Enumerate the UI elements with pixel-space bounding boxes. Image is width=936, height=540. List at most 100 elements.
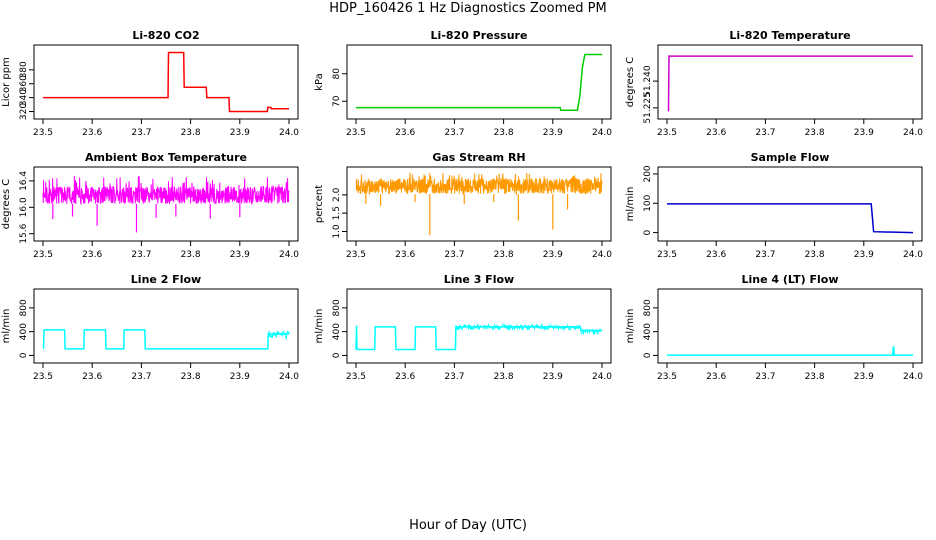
x-tick-label: 23.5 (657, 372, 677, 382)
y-tick-label: 340 (19, 89, 29, 106)
y-tick-label: 70 (332, 95, 342, 107)
x-tick-label: 23.9 (854, 250, 874, 260)
y-axis-label: ml/min (625, 187, 636, 222)
panel-ambient: Ambient Box Temperature degrees C 23.5 23.6… (1, 151, 299, 260)
x-tick-label: 23.5 (346, 128, 366, 138)
x-tick-label: 23.5 (346, 250, 366, 260)
x-tick-label: 24.0 (279, 128, 299, 138)
x-tick-label: 23.5 (33, 128, 53, 138)
panel-title: Sample Flow (751, 151, 830, 164)
x-tick-label: 24.0 (279, 372, 299, 382)
panel-rh: Gas Stream RH percent 23.5 23.6 23.7 23.8 23.9… (314, 151, 612, 260)
panel-title: Line 4 (LT) Flow (742, 273, 839, 286)
x-tick-label: 23.7 (444, 372, 464, 382)
panel-title: Line 3 Flow (444, 273, 514, 286)
y-tick-label: 100 (643, 194, 653, 211)
y-tick-label: 380 (19, 61, 29, 78)
y-tick-label: 800 (19, 299, 29, 316)
x-tick-label: 23.7 (755, 372, 775, 382)
panel-title: Li-820 Temperature (729, 29, 850, 42)
x-tick-label: 23.6 (395, 250, 415, 260)
y-tick-label: 0 (19, 352, 29, 358)
series-line (42, 329, 289, 350)
y-tick-label: 80 (332, 68, 342, 80)
panel-temperature: Li-820 Temperature degrees C 23.5 23.6 23.7 2… (625, 29, 923, 138)
plot-frame (346, 288, 612, 364)
y-tick-label: 0 (643, 229, 653, 235)
x-tick-label: 23.8 (805, 128, 825, 138)
y-tick-label: 15.6 (19, 223, 29, 243)
x-tick-label: 23.9 (230, 372, 250, 382)
series-noise (580, 328, 603, 336)
y-tick-label: 400 (643, 323, 653, 340)
y-tick-label: 0 (643, 352, 653, 358)
y-tick-label: 1.0 (332, 224, 342, 239)
y-tick-label: 400 (332, 323, 342, 340)
x-tick-label: 24.0 (903, 372, 923, 382)
y-tick-label: 200 (643, 165, 653, 182)
panel-co2: Li-820 CO2 Licor ppm 23.5 23.6 23.7 23.8 23.9 2… (1, 29, 299, 138)
x-tick-label: 23.5 (657, 250, 677, 260)
plot-frame (657, 288, 923, 364)
x-tick-label: 23.9 (854, 128, 874, 138)
y-axis-label: ml/min (625, 309, 636, 344)
x-tick-label: 23.7 (131, 372, 151, 382)
y-axis-label: Licor ppm (1, 57, 12, 107)
x-tick-label: 24.0 (279, 250, 299, 260)
x-tick-label: 23.6 (82, 128, 102, 138)
panel-title: Line 2 Flow (131, 273, 201, 286)
series-line (356, 53, 602, 112)
y-axis-label: degrees C (625, 57, 636, 107)
plot-frame (657, 166, 923, 242)
x-tick-label: 24.0 (903, 128, 923, 138)
y-axis-label: percent (314, 185, 325, 223)
x-axis-title: Hour of Day (UTC) (409, 518, 527, 533)
x-tick-label: 23.6 (706, 250, 726, 260)
y-tick-label: 800 (643, 299, 653, 316)
panel-line4: Line 4 (LT) Flow ml/min 23.5 23.6 23.7 23.8 23… (625, 273, 923, 382)
x-tick-label: 23.7 (444, 250, 464, 260)
x-tick-label: 23.5 (33, 372, 53, 382)
y-tick-label: 16.0 (19, 197, 29, 217)
plot-frame (346, 44, 612, 120)
y-tick-label: 400 (19, 323, 29, 340)
panel-title: Li-820 Pressure (431, 29, 528, 42)
x-tick-label: 23.5 (657, 128, 677, 138)
x-tick-label: 23.9 (230, 250, 250, 260)
y-tick-label: 800 (332, 299, 342, 316)
y-axis-label: ml/min (314, 309, 325, 344)
x-tick-label: 23.9 (543, 250, 563, 260)
x-tick-label: 23.7 (444, 128, 464, 138)
x-tick-label: 24.0 (592, 372, 612, 382)
x-tick-label: 23.8 (494, 372, 514, 382)
x-tick-label: 24.0 (592, 128, 612, 138)
figure-title: HDP_160426 1 Hz Diagnostics Zoomed PM (329, 1, 607, 16)
y-axis-label: kPa (314, 73, 325, 91)
x-tick-label: 23.8 (181, 128, 201, 138)
plot-frame (33, 166, 299, 242)
series-line (667, 203, 914, 234)
panel-line2: Line 2 Flow ml/min 23.5 23.6 23.7 23.8 23.9 24.… (1, 273, 299, 382)
series-noise (267, 330, 290, 340)
y-tick-label: 1.5 (332, 206, 342, 220)
y-tick-label: 2.0 (332, 187, 342, 202)
x-tick-label: 23.7 (131, 128, 151, 138)
x-tick-label: 23.6 (395, 128, 415, 138)
y-tick-label: 0 (332, 352, 342, 358)
panel-pressure: Li-820 Pressure kPa 23.5 23.6 23.7 23.8 23.9 24… (314, 29, 612, 138)
x-tick-label: 23.9 (543, 128, 563, 138)
series-line (42, 175, 290, 206)
x-tick-label: 23.8 (181, 372, 201, 382)
y-axis-label: degrees C (1, 179, 12, 229)
y-tick-label: 320 (19, 103, 29, 120)
x-tick-label: 24.0 (903, 250, 923, 260)
x-tick-label: 23.9 (543, 372, 563, 382)
x-tick-label: 23.8 (181, 250, 201, 260)
x-tick-label: 23.6 (706, 372, 726, 382)
x-tick-label: 23.6 (82, 250, 102, 260)
panel-sample_flow: Sample Flow ml/min 23.5 23.6 23.7 23.8 23.9 24.… (625, 151, 923, 260)
x-tick-label: 23.7 (131, 250, 151, 260)
y-tick-label: 360 (19, 75, 29, 92)
